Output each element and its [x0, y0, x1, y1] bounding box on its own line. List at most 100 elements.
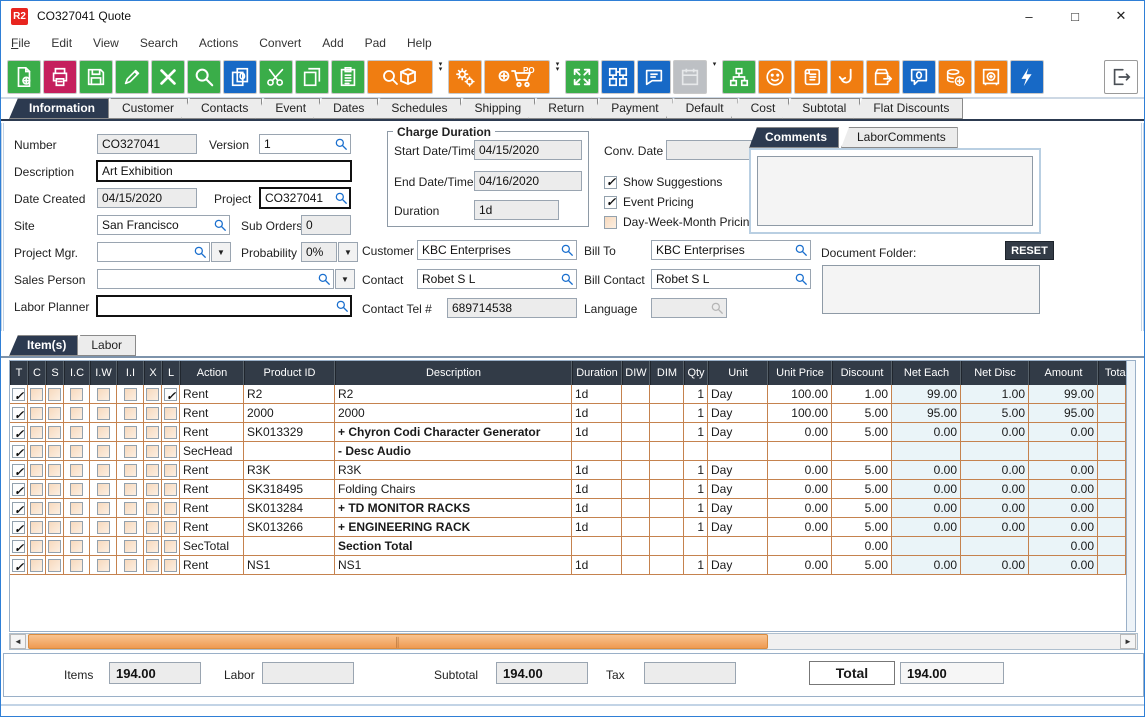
tab-information[interactable]: Information [9, 98, 109, 119]
row-checkbox[interactable] [48, 539, 61, 553]
row-checkbox[interactable] [48, 501, 61, 515]
row-checkbox[interactable] [123, 501, 137, 515]
row-checkbox[interactable] [30, 406, 43, 420]
new-document-button[interactable] [7, 60, 41, 94]
quick-action-button[interactable] [1010, 60, 1044, 94]
menu-view[interactable]: View [93, 36, 119, 50]
hierarchy-button[interactable] [722, 60, 756, 94]
menu-file[interactable]: File [11, 36, 31, 50]
menu-add[interactable]: Add [322, 36, 344, 50]
row-checkbox[interactable] [123, 482, 137, 496]
copy-button[interactable] [295, 60, 329, 94]
row-checkbox[interactable] [96, 463, 110, 477]
show-suggestions-checkbox[interactable]: Show Suggestions [604, 175, 722, 189]
bill-to-field[interactable] [651, 240, 811, 260]
row-checkbox[interactable] [146, 539, 159, 553]
tab-default[interactable]: Default [665, 98, 738, 119]
row-checkbox[interactable] [70, 425, 83, 439]
sub-orders-field[interactable] [301, 215, 351, 235]
tab-contacts[interactable]: Contacts [181, 98, 263, 119]
tab-payment[interactable]: Payment [591, 98, 673, 119]
row-checkbox[interactable] [146, 520, 159, 534]
row-checkbox[interactable] [48, 520, 61, 534]
scrollbar-thumb[interactable]: ║ [28, 634, 768, 649]
row-checkbox[interactable] [70, 387, 83, 401]
row-checkbox[interactable] [12, 463, 25, 479]
row-checkbox[interactable] [12, 425, 25, 441]
tab-items[interactable]: Item(s) [9, 335, 79, 356]
minimize-button[interactable]: – [1025, 8, 1033, 24]
tab-flat-discounts[interactable]: Flat Discounts [853, 98, 964, 119]
tab-dates[interactable]: Dates [313, 98, 379, 119]
delete-button[interactable] [151, 60, 185, 94]
row-checkbox[interactable] [123, 425, 137, 439]
row-checkbox[interactable] [96, 444, 110, 458]
vault-button[interactable] [974, 60, 1008, 94]
menu-convert[interactable]: Convert [259, 36, 302, 50]
search-button[interactable] [187, 60, 221, 94]
number-field[interactable] [97, 134, 197, 154]
row-checkbox[interactable] [96, 501, 110, 515]
row-checkbox[interactable] [146, 558, 159, 572]
row-checkbox[interactable] [12, 558, 25, 574]
row-checkbox[interactable] [30, 501, 43, 515]
project-field[interactable] [259, 187, 351, 209]
row-checkbox[interactable] [48, 463, 61, 477]
row-checkbox[interactable] [164, 406, 177, 420]
version-field[interactable] [259, 134, 351, 154]
maximize-button[interactable]: □ [1071, 8, 1079, 24]
row-checkbox[interactable] [48, 425, 61, 439]
tab-comments[interactable]: Comments [749, 127, 840, 148]
row-checkbox[interactable] [70, 539, 83, 553]
search-icon[interactable] [335, 299, 349, 313]
exit-button[interactable] [1104, 60, 1138, 94]
row-checkbox[interactable] [12, 501, 25, 517]
row-checkbox[interactable] [96, 558, 110, 572]
row-checkbox[interactable] [164, 444, 177, 458]
tab-return[interactable]: Return [528, 98, 599, 119]
row-checkbox[interactable] [164, 520, 177, 534]
row-checkbox[interactable] [146, 387, 159, 401]
sales-person-dropdown[interactable]: ▼ [335, 269, 355, 289]
tab-schedules[interactable]: Schedules [371, 98, 462, 119]
tab-subtotal[interactable]: Subtotal [782, 98, 861, 119]
document-folder-box[interactable] [822, 265, 1040, 314]
row-checkbox[interactable] [30, 558, 43, 572]
row-checkbox[interactable] [12, 520, 25, 536]
add-po-dropdown[interactable]: ▾ ▾ [552, 60, 563, 94]
row-checkbox[interactable] [146, 463, 159, 477]
row-checkbox[interactable] [12, 387, 25, 403]
copy-zero-button[interactable] [223, 60, 257, 94]
site-field[interactable] [97, 215, 230, 235]
row-checkbox[interactable] [70, 406, 83, 420]
row-checkbox[interactable] [96, 520, 110, 534]
workflow-button[interactable] [601, 60, 635, 94]
row-checkbox[interactable] [123, 558, 137, 572]
menu-actions[interactable]: Actions [198, 36, 239, 50]
row-checkbox[interactable] [96, 425, 110, 439]
tab-labor[interactable]: Labor [71, 335, 137, 356]
reset-button[interactable]: RESET [1005, 241, 1054, 260]
search-icon[interactable] [334, 137, 348, 151]
bill-contact-field[interactable] [651, 269, 811, 289]
event-pricing-checkbox[interactable]: Event Pricing [604, 195, 694, 209]
print-button[interactable] [43, 60, 77, 94]
row-checkbox[interactable] [164, 387, 177, 403]
search-icon[interactable] [560, 243, 574, 257]
tab-cost[interactable]: Cost [730, 98, 790, 119]
sales-person-field[interactable] [97, 269, 334, 289]
product-search-dropdown[interactable]: ▾ ▾ [435, 60, 446, 94]
row-checkbox[interactable] [146, 406, 159, 420]
date-created-field[interactable] [97, 188, 197, 208]
table-row[interactable]: SecHead- Desc Audio [10, 442, 1126, 461]
probability-field[interactable] [301, 242, 337, 262]
menu-edit[interactable]: Edit [51, 36, 73, 50]
title-bar[interactable]: R2 CO327041 Quote – □ ✕ [1, 1, 1144, 31]
row-checkbox[interactable] [164, 539, 177, 553]
row-checkbox[interactable] [70, 558, 83, 572]
end-date-field[interactable] [474, 171, 582, 191]
